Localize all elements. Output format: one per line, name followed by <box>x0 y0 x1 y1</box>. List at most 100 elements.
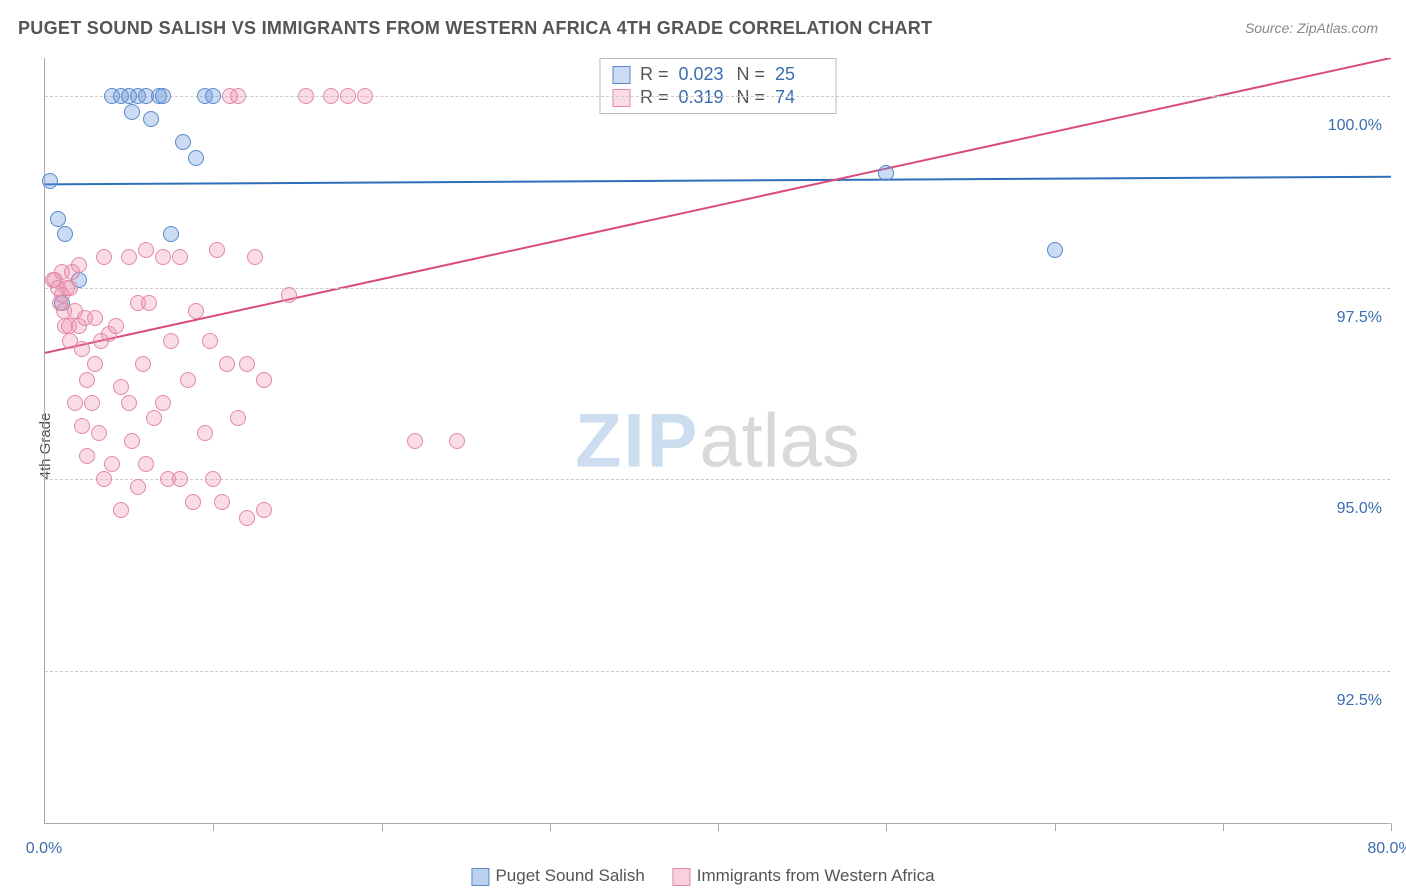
gridline <box>45 479 1390 480</box>
data-point <box>256 372 272 388</box>
data-point <box>340 88 356 104</box>
legend-swatch <box>471 868 489 886</box>
data-point <box>138 242 154 258</box>
data-point <box>449 433 465 449</box>
y-tick-label: 95.0% <box>1337 500 1382 518</box>
data-point <box>281 287 297 303</box>
trend-line <box>45 177 1391 185</box>
data-point <box>357 88 373 104</box>
watermark: ZIPatlas <box>575 397 860 484</box>
data-point <box>172 471 188 487</box>
y-tick-label: 97.5% <box>1337 309 1382 327</box>
data-point <box>91 425 107 441</box>
data-point <box>407 433 423 449</box>
data-point <box>323 88 339 104</box>
data-point <box>79 448 95 464</box>
y-tick-label: 92.5% <box>1337 692 1382 710</box>
data-point <box>130 479 146 495</box>
data-point <box>219 356 235 372</box>
r-value: 0.319 <box>679 87 727 108</box>
stats-box: R =0.023N =25R =0.319N =74 <box>599 58 836 114</box>
data-point <box>67 395 83 411</box>
data-point <box>74 418 90 434</box>
data-point <box>62 280 78 296</box>
gridline <box>45 96 1390 97</box>
data-point <box>155 88 171 104</box>
data-point <box>188 150 204 166</box>
legend-swatch <box>673 868 691 886</box>
data-point <box>113 379 129 395</box>
data-point <box>180 372 196 388</box>
data-point <box>230 410 246 426</box>
data-point <box>878 165 894 181</box>
x-tick <box>1391 823 1392 831</box>
data-point <box>141 295 157 311</box>
data-point <box>239 356 255 372</box>
n-value: 25 <box>775 64 823 85</box>
legend-item: Puget Sound Salish <box>471 866 644 886</box>
data-point <box>113 502 129 518</box>
data-point <box>163 226 179 242</box>
legend-swatch <box>612 89 630 107</box>
data-point <box>1047 242 1063 258</box>
data-point <box>163 333 179 349</box>
r-label: R = <box>640 87 669 108</box>
data-point <box>185 494 201 510</box>
trend-lines <box>45 58 1391 824</box>
data-point <box>84 395 100 411</box>
data-point <box>143 111 159 127</box>
data-point <box>239 510 255 526</box>
x-tick-label: 80.0% <box>1367 840 1406 858</box>
data-point <box>247 249 263 265</box>
data-point <box>42 173 58 189</box>
x-tick <box>550 823 551 831</box>
data-point <box>135 356 151 372</box>
data-point <box>205 88 221 104</box>
gridline <box>45 288 1390 289</box>
chart-title: PUGET SOUND SALISH VS IMMIGRANTS FROM WE… <box>18 18 932 39</box>
data-point <box>197 425 213 441</box>
data-point <box>87 310 103 326</box>
x-tick <box>1055 823 1056 831</box>
data-point <box>202 333 218 349</box>
data-point <box>96 249 112 265</box>
stats-row: R =0.319N =74 <box>612 86 823 109</box>
data-point <box>108 318 124 334</box>
legend-label: Puget Sound Salish <box>495 866 644 885</box>
legend-item: Immigrants from Western Africa <box>673 866 935 886</box>
data-point <box>155 249 171 265</box>
bottom-legend: Puget Sound Salish Immigrants from Wester… <box>471 866 934 886</box>
r-value: 0.023 <box>679 64 727 85</box>
data-point <box>71 257 87 273</box>
x-tick <box>1223 823 1224 831</box>
data-point <box>298 88 314 104</box>
data-point <box>138 456 154 472</box>
data-point <box>205 471 221 487</box>
n-label: N = <box>737 87 766 108</box>
stats-row: R = 0.023 N = 25 <box>612 63 823 86</box>
r-label: R = <box>640 64 669 85</box>
watermark-part1: ZIP <box>575 398 699 483</box>
data-point <box>96 471 112 487</box>
x-tick <box>382 823 383 831</box>
legend-label: Immigrants from Western Africa <box>697 866 935 885</box>
n-label: N = <box>737 64 766 85</box>
x-tick <box>213 823 214 831</box>
source-attribution: Source: ZipAtlas.com <box>1245 20 1378 36</box>
plot-area: ZIPatlas R =0.023N =25R =0.319N =74 92.5… <box>44 58 1390 824</box>
data-point <box>175 134 191 150</box>
data-point <box>155 395 171 411</box>
data-point <box>57 226 73 242</box>
data-point <box>79 372 95 388</box>
data-point <box>124 104 140 120</box>
watermark-part2: atlas <box>699 398 860 483</box>
data-point <box>124 433 140 449</box>
data-point <box>256 502 272 518</box>
x-tick <box>718 823 719 831</box>
data-point <box>188 303 204 319</box>
y-tick-label: 100.0% <box>1328 117 1382 135</box>
data-point <box>104 456 120 472</box>
data-point <box>121 249 137 265</box>
x-tick-label: 0.0% <box>26 840 62 858</box>
data-point <box>74 341 90 357</box>
